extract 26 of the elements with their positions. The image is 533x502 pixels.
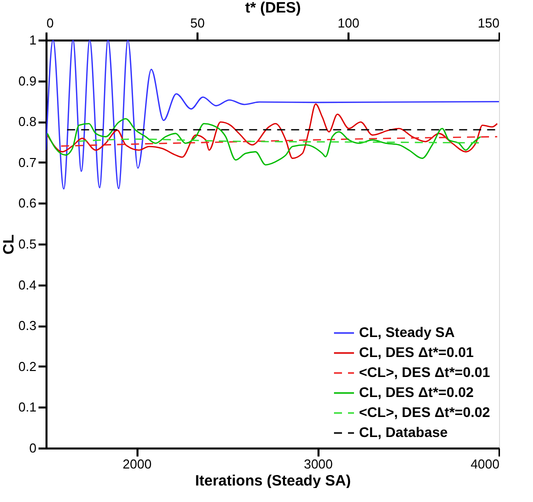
x-tick-label: 3000 bbox=[304, 456, 333, 472]
y-tick-label: 0.5 bbox=[18, 236, 36, 252]
legend-label: CL, Steady SA bbox=[359, 324, 455, 340]
legend-label: CL, DES Δt*=0.01 bbox=[359, 344, 474, 360]
legend-label: CL, Database bbox=[359, 424, 448, 440]
x2-tick-label: 150 bbox=[478, 16, 500, 30]
y-tick-label: 0.3 bbox=[18, 318, 36, 334]
legend-label: CL, DES Δt*=0.02 bbox=[359, 384, 474, 400]
legend-label: <CL>, DES Δt*=0.01 bbox=[359, 364, 490, 380]
y-tick-label: 0.1 bbox=[18, 400, 36, 415]
y-tick-label: 1 bbox=[29, 32, 36, 48]
x-tick-label: 4000 bbox=[470, 456, 500, 472]
y-tick-label: 0.6 bbox=[18, 196, 36, 211]
x2-axis-title: t* (DES) bbox=[245, 0, 301, 16]
y-tick-label: 0.2 bbox=[18, 358, 36, 374]
x2-tick-label: 100 bbox=[338, 16, 360, 30]
y-tick-label: 0.9 bbox=[18, 73, 36, 88]
y-tick-label: 0.7 bbox=[18, 154, 36, 170]
x-tick-label: 2000 bbox=[122, 456, 152, 472]
legend-label: <CL>, DES Δt*=0.02 bbox=[359, 404, 490, 420]
x2-tick-label: 0 bbox=[46, 16, 54, 30]
y-axis-title: CL bbox=[0, 234, 18, 254]
x2-tick-label: 50 bbox=[190, 16, 205, 30]
y-tick-label: 0.8 bbox=[18, 114, 36, 130]
y-tick-label: 0.4 bbox=[18, 277, 36, 292]
y-tick-label: 0 bbox=[29, 440, 36, 456]
